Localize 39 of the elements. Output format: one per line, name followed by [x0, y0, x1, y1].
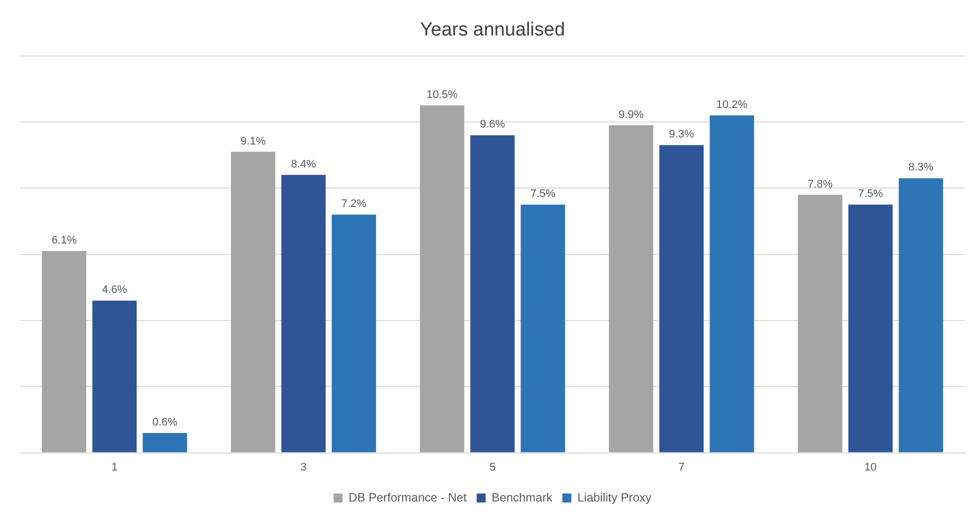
bar	[898, 178, 944, 452]
bar	[332, 214, 376, 452]
data-label: 7.5%	[858, 188, 884, 200]
x-tick-label: 5	[489, 461, 496, 474]
bar	[848, 204, 893, 452]
x-tick-label: 3	[300, 461, 307, 474]
x-tick-label: 10	[864, 461, 877, 474]
data-label: 4.6%	[102, 284, 128, 296]
legend-label: Benchmark	[492, 490, 554, 504]
data-label: 9.9%	[618, 108, 644, 121]
legend-label: Liability Proxy	[577, 490, 652, 504]
data-label: 6.1%	[52, 234, 77, 247]
bar	[608, 125, 654, 452]
bar	[798, 194, 842, 452]
data-label: 7.2%	[341, 198, 367, 210]
data-label: 10.5%	[426, 88, 458, 101]
legend-label: DB Performance - Net	[348, 490, 468, 504]
bar	[92, 300, 137, 452]
x-tick-label: 1	[111, 461, 118, 474]
bar	[710, 115, 754, 452]
bar	[420, 105, 464, 452]
bar	[142, 432, 188, 452]
bar	[230, 152, 276, 452]
data-label: 9.6%	[480, 118, 506, 131]
x-tick-label: 7	[678, 461, 685, 474]
data-label: 0.6%	[152, 416, 178, 428]
data-label: 8.3%	[908, 162, 934, 174]
bar	[470, 135, 515, 452]
chart-title: Years annualised	[420, 20, 566, 41]
bar	[281, 174, 326, 452]
data-label: 8.4%	[290, 158, 316, 170]
data-label: 7.8%	[808, 178, 833, 190]
bar	[42, 250, 86, 452]
data-label: 7.5%	[530, 188, 556, 200]
data-label: 9.1%	[240, 135, 266, 148]
data-label: 9.3%	[668, 128, 694, 141]
data-label: 10.2%	[716, 98, 748, 111]
bar	[520, 204, 566, 452]
bar	[659, 145, 704, 452]
